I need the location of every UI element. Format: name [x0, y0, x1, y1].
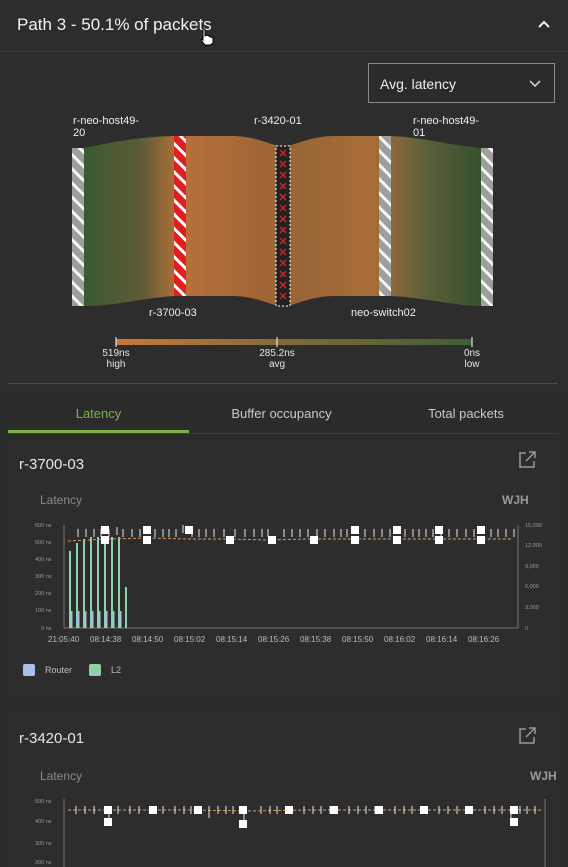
chart-left-axis-title: Latency: [40, 769, 83, 783]
svg-text:08:16:02: 08:16:02: [384, 635, 416, 644]
box-markers: [101, 526, 485, 544]
svg-text:08:14:50: 08:14:50: [132, 635, 164, 644]
scale-low: 0ns low: [463, 348, 481, 370]
svg-text:08:14:38: 08:14:38: [90, 635, 122, 644]
svg-text:200 ns: 200 ns: [35, 860, 52, 866]
svg-text:08:16:26: 08:16:26: [468, 635, 500, 644]
whiskers: [77, 525, 515, 537]
svg-text:08:16:14: 08:16:14: [426, 635, 458, 644]
chevron-down-icon: [529, 80, 541, 88]
svg-text:0: 0: [525, 626, 528, 632]
device-card-r-3700-03: r-3700-03 Latency WJH 600 ns 500 ns 400 …: [8, 440, 558, 694]
svg-text:100 ns: 100 ns: [35, 608, 52, 614]
svg-text:15,000: 15,000: [525, 523, 542, 529]
svg-text:21:05:40: 21:05:40: [48, 635, 80, 644]
path-header[interactable]: Path 3 - 50.1% of packets: [0, 0, 568, 52]
node-label-r-3420-01: r-3420-01: [254, 115, 302, 127]
legend-swatch-l2: [89, 664, 101, 676]
svg-text:08:15:26: 08:15:26: [258, 635, 290, 644]
svg-text:400 ns: 400 ns: [35, 819, 52, 825]
tabs-baseline: [8, 433, 558, 434]
drop-marks: [279, 149, 287, 300]
node-label-r-3700-03: r-3700-03: [149, 307, 197, 319]
legend-l2[interactable]: L2: [111, 665, 122, 675]
node-label-host49-01: r-neo-host49- 01: [413, 115, 480, 139]
chart-right-axis-title: WJH: [530, 769, 557, 783]
switch-node-host49-01: [481, 148, 493, 306]
card-title: r-3420-01: [19, 730, 85, 747]
l2-bars: [69, 537, 127, 628]
svg-text:400 ns: 400 ns: [35, 557, 52, 563]
hand-cursor-icon: [200, 28, 214, 46]
svg-text:6,000: 6,000: [525, 584, 539, 590]
chart-right-axis-title: WJH: [502, 493, 529, 507]
svg-text:12,000: 12,000: [525, 543, 542, 549]
tab-total-packets[interactable]: Total packets: [428, 406, 504, 421]
node-label-host49-20: r-neo-host49- 20: [73, 115, 140, 139]
chart-left-axis-title: Latency: [40, 493, 83, 507]
svg-text:9,000: 9,000: [525, 564, 539, 570]
svg-text:200 ns: 200 ns: [35, 591, 52, 597]
node-label-neo-switch02: neo-switch02: [351, 307, 416, 319]
path-title: Path 3 - 50.1% of packets: [17, 15, 212, 34]
router-bars: [71, 611, 122, 628]
chevron-up-icon[interactable]: [534, 14, 554, 34]
svg-text:08:15:38: 08:15:38: [300, 635, 332, 644]
y2-axis-ticks: 15,000 12,000 9,000 6,000 3,000 0: [525, 523, 542, 632]
svg-text:600 ns: 600 ns: [35, 523, 52, 529]
svg-text:08:15:14: 08:15:14: [216, 635, 248, 644]
switch-node-r-3420-01: [275, 145, 291, 307]
svg-text:0 ns: 0 ns: [41, 626, 52, 632]
tab-buffer-occupancy[interactable]: Buffer occupancy: [231, 406, 332, 421]
svg-text:300 ns: 300 ns: [35, 841, 52, 847]
open-external-icon[interactable]: [517, 726, 537, 746]
svg-text:300 ns: 300 ns: [35, 574, 52, 580]
tab-latency[interactable]: Latency: [75, 406, 122, 421]
latency-scale-bar: [116, 339, 472, 345]
x-axis-ticks: 21:05:40 08:14:38 08:14:50 08:15:02 08:1…: [48, 635, 500, 644]
active-tab-indicator: [8, 430, 189, 433]
scale-high: 519ns high: [102, 348, 130, 370]
y-axis-ticks: 500 ns 400 ns 300 ns 200 ns: [35, 799, 52, 866]
metric-dropdown[interactable]: Avg. latency: [368, 63, 555, 103]
card-title: r-3700-03: [19, 456, 85, 473]
metric-dropdown-value: Avg. latency: [380, 76, 457, 92]
legend-swatch-router: [23, 664, 35, 676]
latency-chart: 500 ns 400 ns 300 ns 200 ns: [35, 799, 546, 867]
svg-text:500 ns: 500 ns: [35, 799, 52, 805]
open-external-icon[interactable]: [517, 450, 537, 470]
path-flow-diagram: [72, 136, 493, 347]
device-card-r-3420-01: r-3420-01 Latency WJH 500 ns 400 ns 300 …: [8, 714, 558, 867]
legend-router[interactable]: Router: [45, 665, 73, 675]
section-divider: [8, 383, 558, 384]
y-axis-ticks: 600 ns 500 ns 400 ns 300 ns 200 ns 100 n…: [35, 523, 52, 632]
switch-node-neo-switch02: [379, 136, 391, 296]
svg-text:3,000: 3,000: [525, 605, 539, 611]
switch-node-r-3700-03: [174, 136, 186, 296]
switch-node-host49-20: [72, 148, 84, 306]
latency-chart: 600 ns 500 ns 400 ns 300 ns 200 ns 100 n…: [35, 523, 542, 644]
scale-avg: 285.2ns avg: [259, 348, 295, 370]
svg-text:08:15:02: 08:15:02: [174, 635, 206, 644]
svg-text:08:15:50: 08:15:50: [342, 635, 374, 644]
svg-text:500 ns: 500 ns: [35, 540, 52, 546]
